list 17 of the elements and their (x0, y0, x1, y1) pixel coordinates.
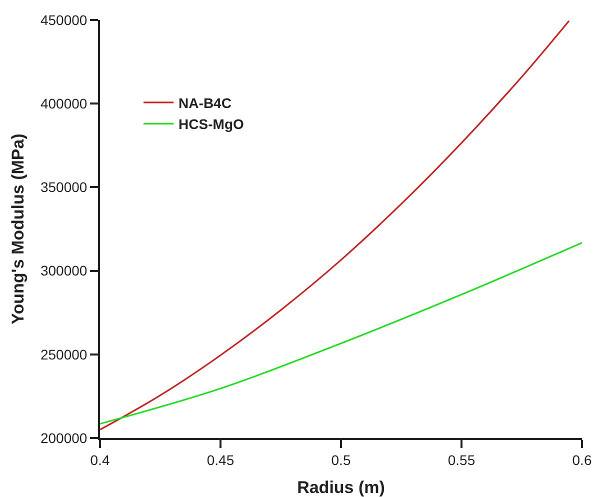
x-tick-label: 0.5 (331, 452, 351, 468)
y-tick-label: 350000 (40, 179, 88, 196)
y-tick-label: 450000 (40, 12, 88, 28)
y-tick-label: 200000 (40, 430, 88, 446)
line-series (100, 20, 570, 430)
legend-label: NA-B4C (178, 94, 232, 111)
y-tick-label: 250000 (40, 346, 88, 362)
x-axis-title: Radius (m) (297, 478, 385, 497)
legend-label: HCS-MgO (178, 116, 244, 132)
line-series (100, 242, 582, 425)
x-tick-label: 0.4 (90, 452, 110, 468)
x-tick-label: 0.55 (448, 452, 476, 468)
y-axis-title: Young's Modulus (MPa) (8, 134, 28, 324)
x-tick-label: 0.45 (206, 452, 234, 468)
y-tick-label: 400000 (40, 96, 88, 112)
x-tick-label: 0.6 (572, 452, 592, 468)
y-tick-label: 300000 (40, 262, 88, 279)
